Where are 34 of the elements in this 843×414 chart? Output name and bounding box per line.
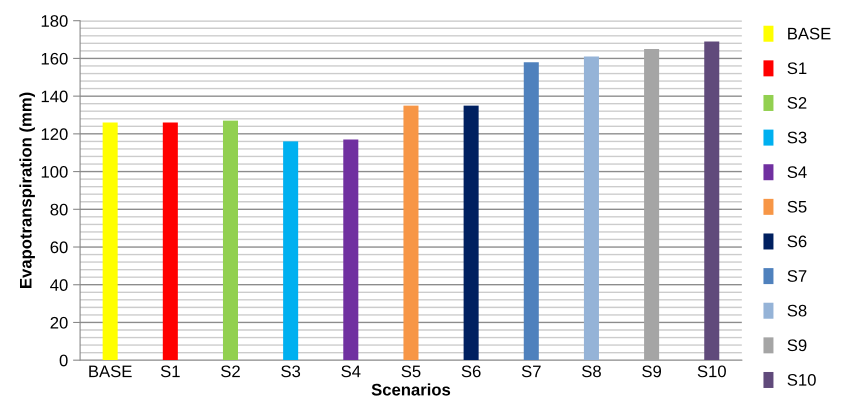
legend-label: BASE bbox=[788, 28, 831, 40]
x-tick-label: S6 bbox=[462, 365, 481, 378]
y-tick-label: 0 bbox=[60, 354, 68, 366]
y-tick-label: 60 bbox=[50, 241, 68, 254]
x-tick-label: S4 bbox=[341, 365, 361, 378]
y-tick-label: 20 bbox=[50, 316, 68, 329]
y-axis-title: Evapotranspiration (mm) bbox=[19, 92, 35, 288]
x-tick-label: S7 bbox=[522, 365, 541, 378]
x-tick-label: S5 bbox=[402, 365, 420, 378]
x-tick-label: S8 bbox=[582, 365, 601, 378]
y-tick-label: 100 bbox=[42, 166, 68, 178]
x-tick-label: S2 bbox=[221, 365, 240, 378]
legend-label: S1 bbox=[788, 62, 806, 74]
legend-label: S10 bbox=[788, 374, 816, 386]
legend-label: S2 bbox=[788, 97, 806, 109]
legend-label: S8 bbox=[788, 304, 806, 317]
y-tick-label: 40 bbox=[50, 279, 68, 291]
legend-label: S3 bbox=[788, 132, 806, 144]
legend-label: S6 bbox=[788, 236, 806, 248]
y-tick-label: 80 bbox=[50, 204, 68, 216]
y-tick-label: 180 bbox=[42, 15, 68, 27]
x-tick-label: S1 bbox=[160, 365, 180, 378]
legend-label: S7 bbox=[788, 270, 806, 282]
legend-label: S4 bbox=[788, 166, 807, 178]
x-tick-label: S10 bbox=[698, 365, 726, 378]
x-tick-label: S3 bbox=[281, 365, 300, 378]
x-tick-label: BASE bbox=[89, 365, 132, 378]
x-axis-title: Scenarios bbox=[372, 383, 450, 396]
y-tick-label: 160 bbox=[42, 52, 68, 65]
x-tick-label: S9 bbox=[642, 365, 662, 378]
legend-label: S5 bbox=[788, 200, 806, 213]
y-tick-label: 120 bbox=[42, 128, 68, 140]
y-tick-label: 140 bbox=[42, 90, 68, 102]
legend-label: S9 bbox=[788, 339, 806, 352]
